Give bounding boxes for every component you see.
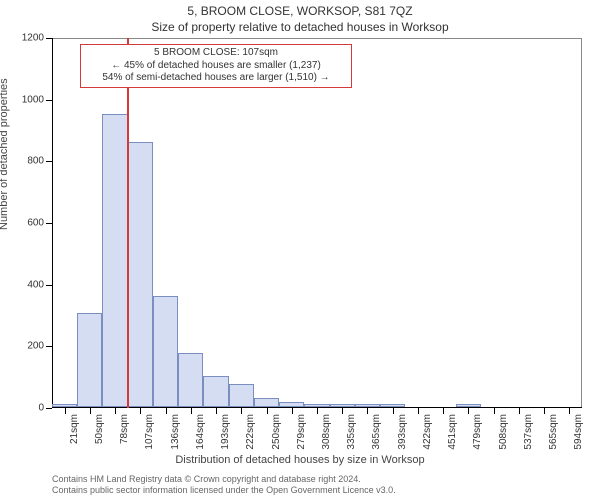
x-tick [494, 408, 495, 414]
x-tick [342, 408, 343, 414]
annotation-box: 5 BROOM CLOSE: 107sqm← 45% of detached h… [80, 44, 352, 88]
y-tick [46, 223, 52, 224]
chart-container: { "chart": { "type": "histogram", "title… [0, 0, 600, 500]
x-tick [90, 408, 91, 414]
histogram-bar [330, 404, 355, 407]
histogram-bar [128, 142, 153, 407]
y-tick [46, 408, 52, 409]
y-tick-label: 200 [27, 341, 44, 352]
y-tick-label: 800 [27, 156, 44, 167]
y-tick [46, 346, 52, 347]
x-tick [569, 408, 570, 414]
x-tick [367, 408, 368, 414]
y-tick [46, 285, 52, 286]
y-tick [46, 38, 52, 39]
histogram-bar [77, 313, 102, 407]
copyright-line2: Contains public sector information licen… [52, 485, 396, 496]
x-tick-label: 508sqm [498, 414, 509, 450]
x-tick [166, 408, 167, 414]
y-tick-label: 1000 [22, 94, 44, 105]
x-tick [418, 408, 419, 414]
histogram-bar [178, 353, 203, 407]
x-tick-label: 164sqm [195, 414, 206, 450]
x-tick-label: 422sqm [422, 414, 433, 450]
axis-left [52, 38, 53, 408]
axis-top [52, 38, 582, 39]
annotation-line1: 5 BROOM CLOSE: 107sqm [87, 47, 345, 60]
annotation-line3: 54% of semi-detached houses are larger (… [87, 72, 345, 85]
x-tick [468, 408, 469, 414]
x-tick [191, 408, 192, 414]
x-tick-label: 335sqm [346, 414, 357, 450]
histogram-bar [102, 114, 127, 407]
histogram-bar [203, 376, 228, 407]
x-tick [519, 408, 520, 414]
x-tick [393, 408, 394, 414]
x-axis-label: Distribution of detached houses by size … [0, 454, 600, 466]
y-tick-label: 0 [38, 403, 44, 414]
x-tick [140, 408, 141, 414]
histogram-bar [229, 384, 254, 407]
axis-right [581, 38, 582, 408]
copyright-block: Contains HM Land Registry data © Crown c… [52, 474, 396, 497]
x-tick-label: 565sqm [548, 414, 559, 450]
x-tick-label: 222sqm [245, 414, 256, 450]
x-tick-label: 193sqm [220, 414, 231, 450]
y-tick [46, 100, 52, 101]
x-tick-label: 250sqm [271, 414, 282, 450]
y-tick [46, 161, 52, 162]
x-tick-label: 78sqm [119, 414, 130, 444]
y-axis-label: Number of detached properties [0, 78, 10, 230]
x-tick [241, 408, 242, 414]
histogram-bar [380, 404, 405, 407]
x-tick-label: 479sqm [472, 414, 483, 450]
x-tick [216, 408, 217, 414]
x-tick-label: 279sqm [296, 414, 307, 450]
histogram-bar [355, 404, 380, 407]
x-tick-label: 21sqm [69, 414, 80, 444]
plot-area: 02004006008001000120021sqm50sqm78sqm107s… [52, 38, 582, 408]
x-tick [443, 408, 444, 414]
x-tick-label: 50sqm [94, 414, 105, 444]
y-tick-label: 1200 [22, 33, 44, 44]
x-tick-label: 537sqm [523, 414, 534, 450]
x-tick [115, 408, 116, 414]
histogram-bar [52, 404, 77, 407]
chart-title-sub: Size of property relative to detached ho… [0, 20, 600, 34]
x-tick-label: 107sqm [144, 414, 155, 450]
chart-title-main: 5, BROOM CLOSE, WORKSOP, S81 7QZ [0, 4, 600, 18]
annotation-line2: ← 45% of detached houses are smaller (1,… [87, 60, 345, 73]
histogram-bar [456, 404, 481, 407]
x-tick-label: 136sqm [170, 414, 181, 450]
property-marker-line [127, 38, 129, 408]
histogram-bar [304, 404, 329, 407]
x-tick [292, 408, 293, 414]
histogram-bar [254, 398, 279, 407]
x-tick-label: 393sqm [397, 414, 408, 450]
x-tick-label: 594sqm [573, 414, 584, 450]
x-tick [317, 408, 318, 414]
histogram-bar [279, 402, 304, 407]
x-tick [65, 408, 66, 414]
x-tick [544, 408, 545, 414]
x-tick-label: 308sqm [321, 414, 332, 450]
histogram-bar [153, 296, 178, 407]
y-tick-label: 600 [27, 218, 44, 229]
x-tick-label: 365sqm [371, 414, 382, 450]
y-tick-label: 400 [27, 279, 44, 290]
x-tick-label: 451sqm [447, 414, 458, 450]
copyright-line1: Contains HM Land Registry data © Crown c… [52, 474, 396, 485]
x-tick [267, 408, 268, 414]
